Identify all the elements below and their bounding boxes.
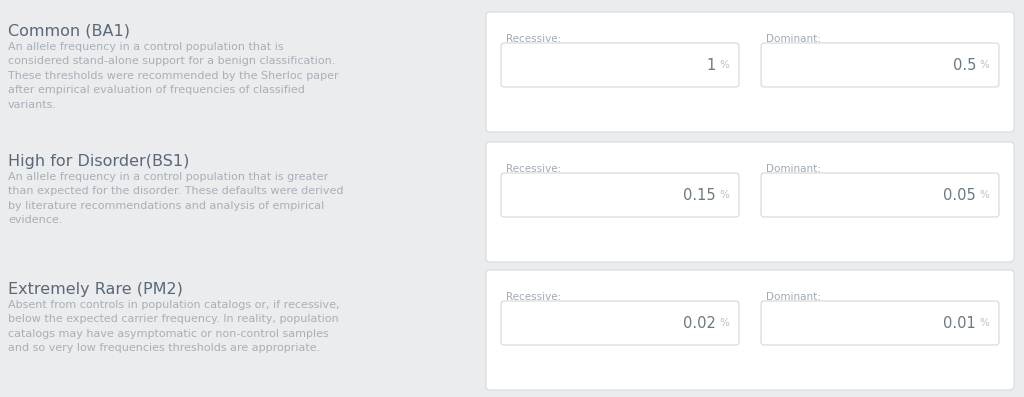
FancyBboxPatch shape [486,142,1014,262]
Text: 0.02: 0.02 [683,316,716,330]
FancyBboxPatch shape [501,43,739,87]
Text: Common (BA1): Common (BA1) [8,24,130,39]
Text: An allele frequency in a control population that is
considered stand-alone suppo: An allele frequency in a control populat… [8,42,339,110]
FancyBboxPatch shape [501,173,739,217]
Text: %: % [979,190,989,200]
Text: 0.15: 0.15 [683,187,716,202]
FancyBboxPatch shape [761,43,999,87]
Text: 0.5: 0.5 [952,58,976,73]
Text: 0.05: 0.05 [943,187,976,202]
Text: Absent from controls in population catalogs or, if recessive,
below the expected: Absent from controls in population catal… [8,300,340,353]
Text: %: % [979,60,989,70]
Text: %: % [719,190,729,200]
Text: 0.01: 0.01 [943,316,976,330]
Text: Extremely Rare (PM2): Extremely Rare (PM2) [8,282,183,297]
Text: %: % [719,318,729,328]
Text: Dominant:: Dominant: [766,292,821,302]
FancyBboxPatch shape [761,301,999,345]
Text: %: % [719,60,729,70]
Text: Recessive:: Recessive: [506,292,561,302]
Text: Recessive:: Recessive: [506,34,561,44]
Text: Dominant:: Dominant: [766,34,821,44]
Text: Recessive:: Recessive: [506,164,561,174]
Text: 1: 1 [707,58,716,73]
Text: Dominant:: Dominant: [766,164,821,174]
Text: %: % [979,318,989,328]
Text: High for Disorder(BS1): High for Disorder(BS1) [8,154,189,169]
FancyBboxPatch shape [761,173,999,217]
FancyBboxPatch shape [501,301,739,345]
FancyBboxPatch shape [486,12,1014,132]
FancyBboxPatch shape [486,270,1014,390]
Text: An allele frequency in a control population that is greater
than expected for th: An allele frequency in a control populat… [8,172,343,225]
